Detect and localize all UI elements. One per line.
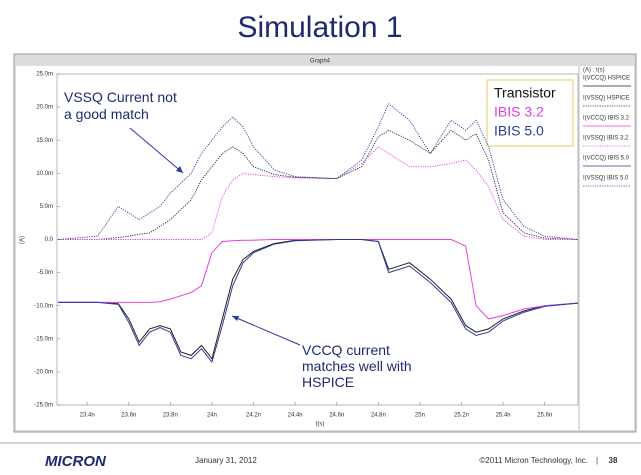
- annotation-arrow: [129, 127, 184, 174]
- x-tick-label: 24n: [207, 413, 217, 419]
- y-tick-label: -25.0m: [34, 403, 53, 409]
- annotation-line: matches well with: [302, 358, 412, 374]
- x-tick-label: 25.4n: [496, 413, 511, 419]
- annotation-line: HSPICE: [302, 374, 354, 390]
- y-tick-label: 0.0: [45, 237, 54, 243]
- arrow-head: [232, 316, 239, 321]
- y-tick-label: 5.0m: [40, 204, 53, 210]
- y-tick-label: -5.0m: [38, 270, 53, 276]
- key-box: [486, 79, 574, 147]
- x-tick-label: 24.8n: [371, 413, 386, 419]
- series-line: [58, 146, 578, 240]
- legend-label: I(VCCQ) IBIS 3.2: [583, 116, 630, 122]
- key-label: IBIS 3.2: [494, 104, 544, 120]
- x-tick-label: 24.4n: [288, 413, 303, 419]
- series-line: [58, 239, 579, 364]
- key: Transistor IBIS 3.2 IBIS 5.0: [494, 85, 556, 139]
- x-axis-label: t(s): [316, 422, 325, 428]
- series-line: [58, 239, 579, 360]
- annotation: VCCQ current matches well with HSPICE: [302, 342, 412, 390]
- key-label: Transistor: [494, 85, 556, 101]
- arrow-head: [176, 166, 183, 173]
- chart-title: Graph4: [310, 59, 331, 65]
- annotation: VSSQ Current not a good match: [64, 89, 177, 122]
- y-tick-label: -10.0m: [34, 303, 53, 309]
- copyright: ©2011 Micron Technology, Inc.: [479, 456, 588, 465]
- plot-panel: [16, 66, 578, 430]
- y-axis-label: (A): [20, 236, 26, 244]
- slide-title: Simulation 1: [237, 11, 402, 44]
- separator: |: [596, 456, 598, 465]
- legend-label: I(VCCQ) HSPICE: [583, 76, 630, 82]
- legend-label: I(VSSQ) HSPICE: [583, 96, 629, 102]
- annotation-arrow: [231, 315, 301, 346]
- legend-label: I(VSSQ) IBIS 5.0: [583, 176, 629, 182]
- annotation-line: VSSQ Current not: [64, 89, 177, 105]
- x-tick-label: 23.8n: [163, 413, 178, 419]
- x-tick-label: 25.2n: [454, 413, 469, 419]
- x-tick-label: 23.6n: [121, 413, 136, 419]
- annotation-line: VCCQ current: [302, 342, 390, 358]
- key-label: IBIS 5.0: [494, 123, 544, 139]
- series-line: [57, 103, 579, 240]
- y-tick-label: 25.0m: [36, 72, 53, 78]
- y-tick-label: -15.0m: [34, 336, 53, 342]
- date: January 31, 2012: [195, 456, 257, 465]
- series-line: [58, 129, 579, 240]
- x-tick-label: 25.6n: [537, 413, 552, 419]
- y-tick-label: -20.0m: [34, 369, 53, 375]
- x-tick-label: 24.2n: [246, 413, 261, 419]
- legend-label: I(VSSQ) IBIS 3.2: [583, 136, 629, 142]
- page-number: 38: [609, 456, 618, 465]
- y-tick-label: 20.0m: [36, 105, 53, 111]
- legend-panel: [580, 66, 634, 430]
- legend-label: I(VCCQ) IBIS 5.0: [583, 156, 630, 162]
- logo: MICRON: [45, 453, 107, 470]
- x-tick-label: 23.4n: [80, 413, 95, 419]
- x-tick-label: 24.6n: [329, 413, 344, 419]
- y-tick-label: 10.0m: [36, 171, 53, 177]
- annotation-line: a good match: [64, 106, 149, 122]
- series-line: [58, 239, 579, 320]
- legend-title: (A) : t(s): [583, 68, 605, 74]
- y-tick-label: 15.0m: [36, 138, 53, 144]
- x-tick-label: 25n: [415, 413, 425, 419]
